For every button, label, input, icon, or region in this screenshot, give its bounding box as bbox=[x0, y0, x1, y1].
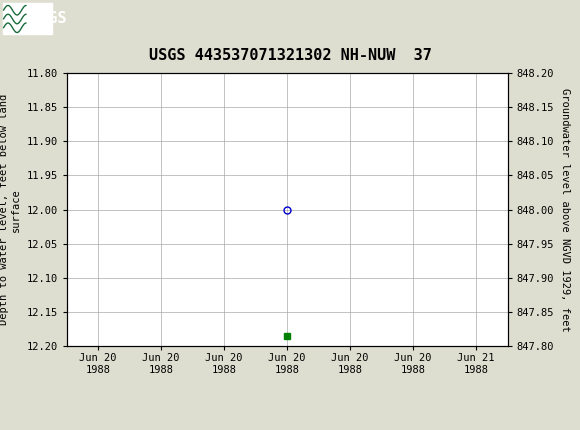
Text: USGS 443537071321302 NH-NUW  37: USGS 443537071321302 NH-NUW 37 bbox=[148, 49, 432, 63]
Y-axis label: Groundwater level above NGVD 1929, feet: Groundwater level above NGVD 1929, feet bbox=[560, 88, 570, 332]
Bar bbox=[3, 3, 52, 34]
Y-axis label: Depth to water level, feet below land
surface: Depth to water level, feet below land su… bbox=[0, 94, 21, 325]
Text: USGS: USGS bbox=[31, 11, 67, 26]
